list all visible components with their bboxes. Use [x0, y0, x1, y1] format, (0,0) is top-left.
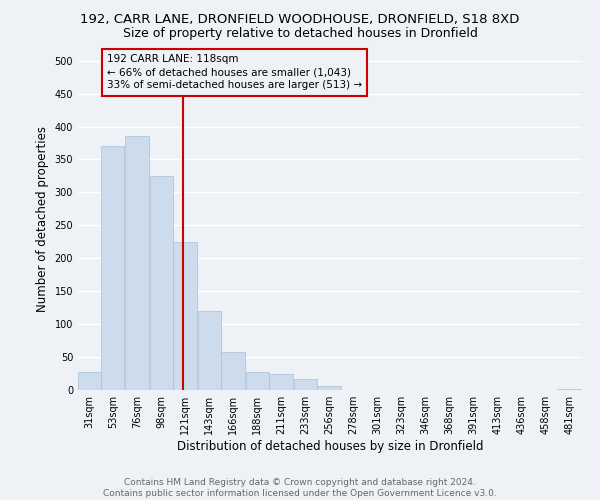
- X-axis label: Distribution of detached houses by size in Dronfield: Distribution of detached houses by size …: [177, 440, 483, 453]
- Bar: [78, 372, 101, 390]
- Text: 192, CARR LANE, DRONFIELD WOODHOUSE, DRONFIELD, S18 8XD: 192, CARR LANE, DRONFIELD WOODHOUSE, DRO…: [80, 12, 520, 26]
- Text: Size of property relative to detached houses in Dronfield: Size of property relative to detached ho…: [122, 28, 478, 40]
- Text: 192 CARR LANE: 118sqm
← 66% of detached houses are smaller (1,043)
33% of semi-d: 192 CARR LANE: 118sqm ← 66% of detached …: [107, 54, 362, 90]
- Bar: [269, 374, 293, 390]
- Bar: [173, 242, 197, 390]
- Bar: [221, 352, 245, 390]
- Bar: [197, 311, 221, 390]
- Bar: [293, 380, 317, 390]
- Bar: [557, 388, 581, 390]
- Bar: [317, 386, 341, 390]
- Text: Contains HM Land Registry data © Crown copyright and database right 2024.
Contai: Contains HM Land Registry data © Crown c…: [103, 478, 497, 498]
- Bar: [101, 146, 124, 390]
- Y-axis label: Number of detached properties: Number of detached properties: [36, 126, 49, 312]
- Bar: [245, 372, 269, 390]
- Bar: [125, 136, 149, 390]
- Bar: [149, 176, 173, 390]
